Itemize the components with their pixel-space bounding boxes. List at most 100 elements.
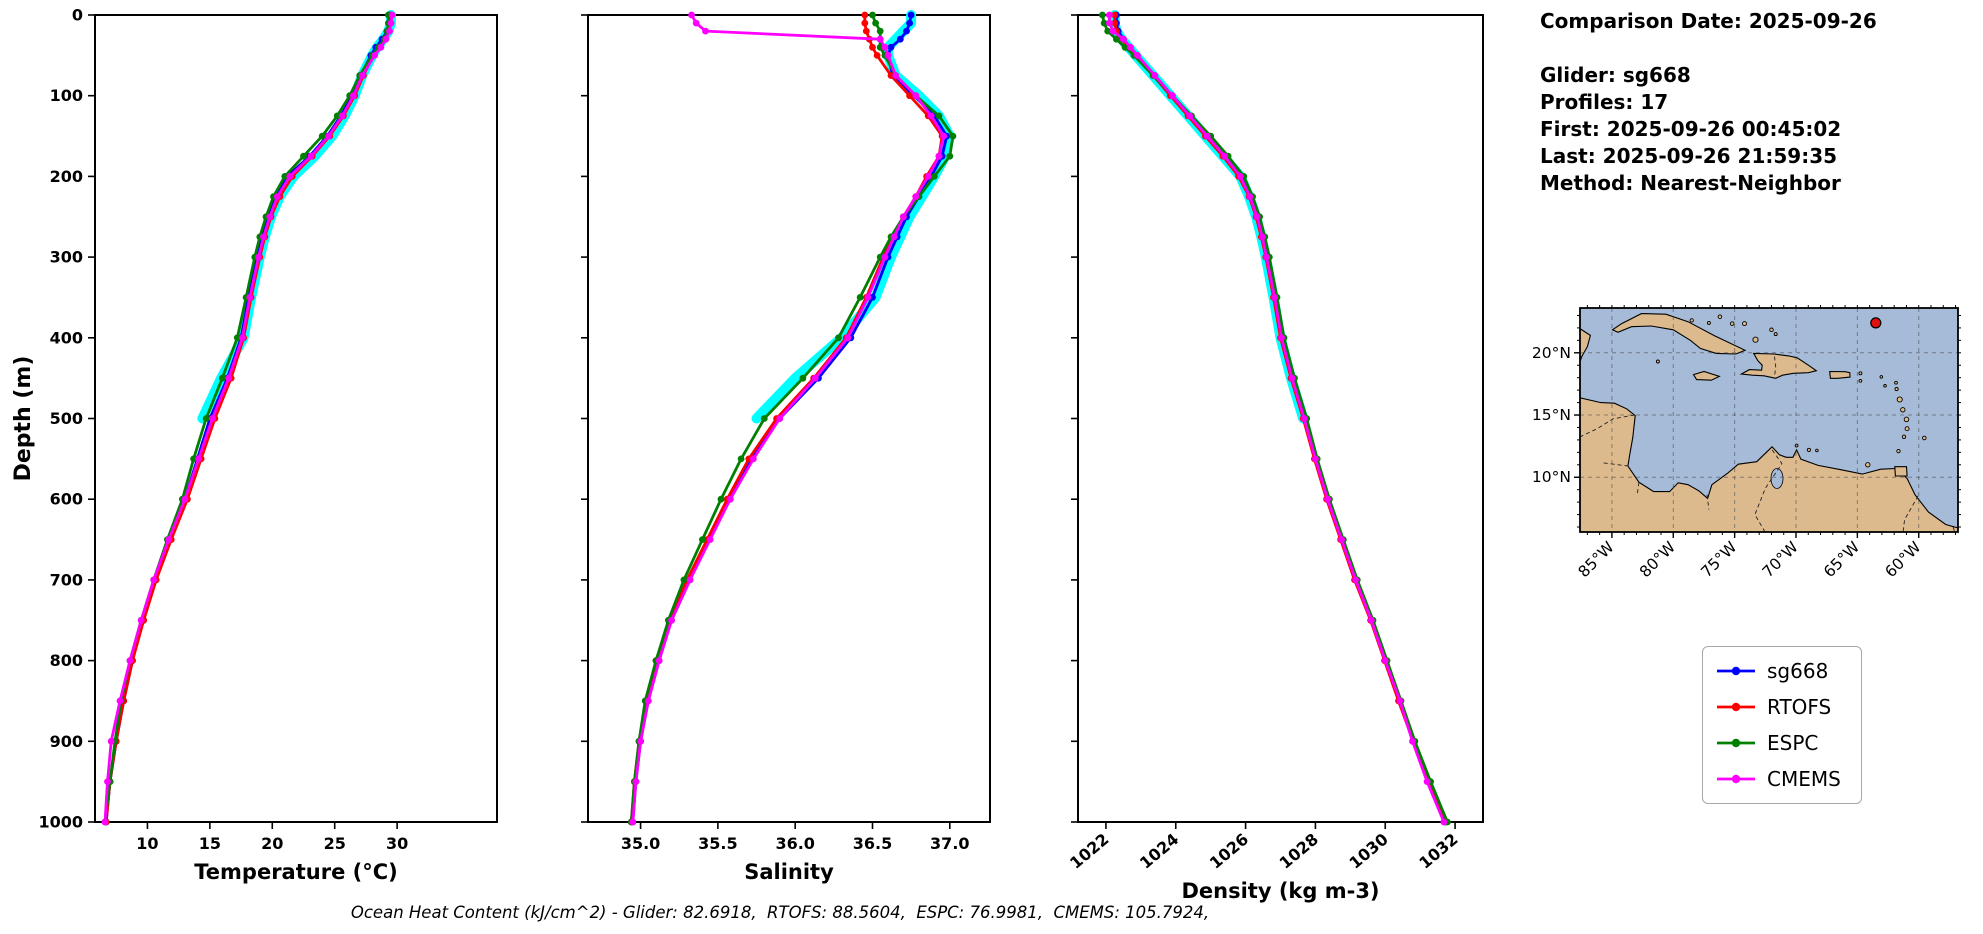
series-marker-CMEMS [1312,455,1319,463]
series-marker-CMEMS [273,193,281,201]
island [1904,426,1910,432]
series-marker-sg668 [906,19,913,27]
country-border [1774,356,1777,378]
series-marker-sg668 [896,35,904,43]
y-tick-label: 600 [50,490,83,509]
x-tick-label: 20 [261,834,283,853]
series-marker-ESPC [760,415,768,422]
last-profile-time-text: Last: 2025-09-26 21:59:35 [1540,144,1838,168]
series-marker-ESPC [1104,27,1112,35]
island [1903,416,1910,423]
x-tick-label: 35.0 [621,834,660,853]
series-marker-CMEMS [726,495,734,503]
profile-charts: 0 100 200 300 400 500 600 700 800 900 1000 10 15 20 25… [11,6,1484,903]
series-marker-CMEMS [1381,657,1389,664]
island [1858,378,1863,383]
series-marker-CMEMS [260,233,267,241]
profiles-count-text: Profiles: 17 [1540,90,1669,114]
series-marker-ESPC [876,43,884,51]
island [1717,314,1723,319]
glider-name-text: Glider: sg668 [1540,63,1691,87]
x-tick-label: 37.0 [930,834,969,853]
series-marker-CMEMS [1106,11,1113,19]
x-tick-label: 10 [136,834,158,853]
x-tick-label: 36.0 [775,834,814,853]
series-marker-CMEMS [1134,52,1141,59]
series-marker-ESPC [935,112,943,120]
country-border [1952,526,1956,532]
island [1883,384,1887,388]
series-marker-CMEMS [927,112,935,120]
series-marker-CMEMS [225,374,233,382]
legend-box: sg668 RTOFS ESPC CMEMS [1702,646,1862,804]
series-line-ESPC [629,13,955,824]
series-marker-RTOFS [1111,11,1119,19]
series-marker-CMEMS [382,35,390,43]
series-marker-CMEMS [350,92,357,100]
series-marker-ESPC [300,152,307,160]
series-marker-CMEMS [195,455,203,463]
series-marker-ESPC [190,455,198,463]
temperature-profile: 0 100 200 300 400 500 600 700 800 900 1000 10 15 20 25… [38,6,498,884]
y-axis-title: Depth (m) [11,356,36,482]
island [1879,375,1884,379]
map-lon-label: 75°W [1697,538,1740,581]
series-marker-CMEMS [1168,92,1176,100]
series-marker-ESPC [949,132,957,140]
series-marker-CMEMS [655,657,663,664]
island [1865,462,1871,468]
series-marker-CMEMS [238,334,246,342]
series-marker-ESPC [281,173,289,180]
series-marker-ESPC [233,334,241,342]
series-marker-CMEMS [209,415,216,422]
series-marker-CMEMS [668,616,675,624]
series-marker-CMEMS [1324,495,1331,503]
series-marker-sg668 [907,11,915,19]
series-marker-CMEMS [1352,576,1359,584]
series-marker-CMEMS [104,778,111,785]
glider-position-marker [1870,317,1882,329]
series-marker-CMEMS [632,778,640,785]
series-marker-ESPC [717,495,725,503]
x-tick-label: 1022 [1066,830,1112,873]
salinity-profile: 35.0 35.5 36.0 36.5 37.0 Salinity [581,10,991,884]
series-marker-CMEMS [637,737,644,745]
series-marker-CMEMS [388,11,396,19]
legend-line-sample [1717,738,1755,748]
series-marker-CMEMS [1106,19,1113,27]
island [1742,321,1747,327]
series-marker-ESPC [946,152,954,160]
map-lon-label: 80°W [1636,538,1679,581]
series-marker-CMEMS [325,132,332,140]
density-profile: 1022 1024 1026 1028 1030 1032 Density (kg m-3) [1066,10,1484,903]
y-tick-label: 500 [50,409,83,428]
series-marker-ESPC [856,294,864,301]
series-marker-CMEMS [1109,27,1117,35]
map-lat-label: 15°N [1532,406,1571,424]
series-marker-CMEMS [246,294,254,301]
series-marker-RTOFS [869,43,876,51]
series-line-RTOFS [629,13,944,824]
series-line-glider-raw [1109,10,1309,424]
series-marker-CMEMS [692,19,700,27]
series-marker-RTOFS [906,92,913,100]
series-marker-CMEMS [844,334,852,342]
series-marker-CMEMS [1396,697,1404,705]
x-axis-title: Density (kg m-3) [1181,879,1379,903]
series-marker-CMEMS [307,152,315,160]
y-tick-label: 100 [50,86,83,105]
series-marker-CMEMS [1338,536,1345,543]
map-lon-label: 70°W [1759,538,1802,581]
series-marker-ESPC [218,374,226,382]
series-marker-CMEMS [881,253,889,261]
island [1900,407,1906,413]
island [1769,327,1774,333]
series-marker-ESPC [930,173,938,180]
legend-entry-sg668: sg668 [1715,659,1841,683]
island [1894,380,1898,385]
series-marker-CMEMS [377,43,385,51]
series-marker-CMEMS [1263,253,1270,261]
series-marker-CMEMS [1367,616,1375,624]
series-marker-ESPC [1099,11,1106,19]
x-tick-label: 30 [386,834,408,853]
